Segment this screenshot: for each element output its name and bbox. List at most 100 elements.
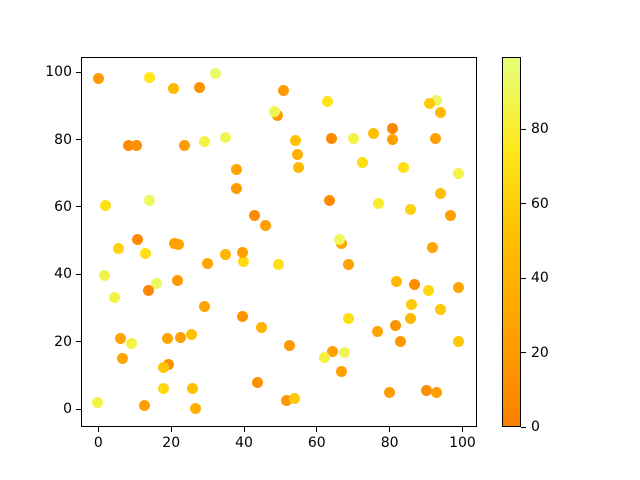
scatter-point — [435, 303, 447, 315]
scatter-point — [368, 127, 380, 139]
scatter-point — [132, 233, 144, 245]
scatter-point — [219, 132, 231, 144]
scatter-point — [397, 162, 409, 173]
scatter-point — [453, 336, 465, 348]
scatter-point — [289, 393, 301, 405]
x-axis-tick-label: 100 — [449, 435, 476, 451]
scatter-point — [386, 123, 398, 135]
scatter-point — [189, 403, 201, 415]
scatter-point — [284, 339, 296, 351]
scatter-point — [162, 333, 174, 345]
scatter-point — [390, 319, 402, 331]
scatter-point — [405, 312, 417, 324]
scatter-point — [434, 106, 446, 118]
colorbar-tick-label: 0 — [531, 419, 540, 435]
scatter-point — [326, 345, 338, 357]
scatter-point — [434, 187, 446, 199]
scatter-point — [342, 259, 354, 271]
scatter-point — [198, 301, 210, 313]
scatter-point — [143, 194, 155, 206]
scatter-point — [186, 329, 198, 341]
x-axis-tick — [97, 427, 99, 432]
scatter-point — [342, 312, 354, 324]
scatter-point — [248, 210, 260, 222]
scatter-point — [123, 140, 135, 152]
scatter-point — [174, 332, 186, 344]
scatter-point — [318, 352, 330, 364]
y-axis-tick-label: 0 — [63, 401, 72, 418]
colorbar-tick-label: 40 — [531, 270, 549, 287]
scatter-point — [278, 85, 290, 97]
scatter-point — [157, 383, 169, 395]
y-axis-tick-label: 100 — [45, 64, 72, 81]
colorbar-tick — [521, 352, 526, 354]
scatter-point — [444, 209, 456, 221]
colorbar-tick — [521, 203, 526, 205]
scatter-point — [394, 336, 406, 348]
scatter-point — [219, 248, 231, 260]
colorbar-tick — [521, 128, 526, 130]
scatter-point — [386, 134, 398, 145]
x-axis-tick — [316, 427, 318, 432]
scatter-point — [347, 132, 359, 144]
scatter-point — [452, 167, 464, 179]
colorbar-tick — [521, 426, 526, 428]
scatter-point — [114, 332, 126, 344]
y-axis-tick — [76, 71, 81, 73]
scatter-point — [290, 135, 302, 147]
scatter-point — [325, 132, 337, 144]
y-axis-tick — [76, 408, 81, 410]
scatter-point — [131, 140, 143, 152]
x-axis-tick — [243, 427, 245, 432]
scatter-point — [293, 161, 305, 173]
scatter-point — [92, 72, 104, 84]
scatter-point — [356, 156, 368, 168]
scatter-point — [336, 366, 348, 378]
scatter-point — [390, 276, 402, 288]
x-axis-tick — [389, 427, 391, 432]
scatter-point — [324, 194, 336, 206]
scatter-point — [237, 310, 249, 322]
scatter-point — [173, 238, 185, 250]
scatter-point — [117, 353, 129, 364]
scatter-point — [405, 298, 417, 310]
scatter-point — [430, 387, 442, 399]
scatter-point — [423, 285, 435, 297]
x-axis-tick-label: 80 — [380, 435, 399, 451]
scatter-point — [143, 72, 155, 84]
scatter-point — [163, 358, 175, 370]
scatter-point — [158, 362, 170, 374]
scatter-point — [272, 258, 284, 270]
scatter-point — [427, 241, 439, 253]
scatter-point — [251, 376, 263, 388]
scatter-point — [322, 95, 334, 107]
scatter-point — [91, 396, 103, 408]
scatter-point — [142, 284, 154, 296]
scatter-point — [231, 164, 243, 176]
y-axis-tick-label: 60 — [54, 198, 72, 215]
scatter-point — [430, 132, 442, 144]
colorbar-tick-label: 20 — [531, 344, 549, 361]
scatter-point — [194, 82, 206, 94]
scatter-point — [333, 234, 345, 246]
scatter-point — [256, 322, 268, 334]
colorbar-gradient — [503, 58, 520, 426]
scatter-point — [408, 279, 420, 291]
y-axis-tick-label: 80 — [54, 131, 72, 148]
scatter-point — [231, 182, 243, 194]
scatter-point — [172, 274, 184, 286]
x-axis-tick — [461, 427, 463, 432]
y-axis-tick — [76, 206, 81, 208]
scatter-point — [384, 386, 396, 398]
scatter-point — [99, 200, 111, 212]
y-axis-tick — [76, 139, 81, 140]
scatter-point — [423, 97, 435, 109]
colorbar-tick-label: 60 — [531, 195, 549, 212]
y-axis-tick-label: 40 — [54, 266, 72, 283]
scatter-point — [125, 338, 137, 350]
colorbar-tick — [521, 277, 526, 279]
x-axis-tick-label: 60 — [307, 435, 326, 451]
scatter-point — [269, 106, 281, 118]
x-axis-tick-label: 0 — [93, 435, 103, 451]
